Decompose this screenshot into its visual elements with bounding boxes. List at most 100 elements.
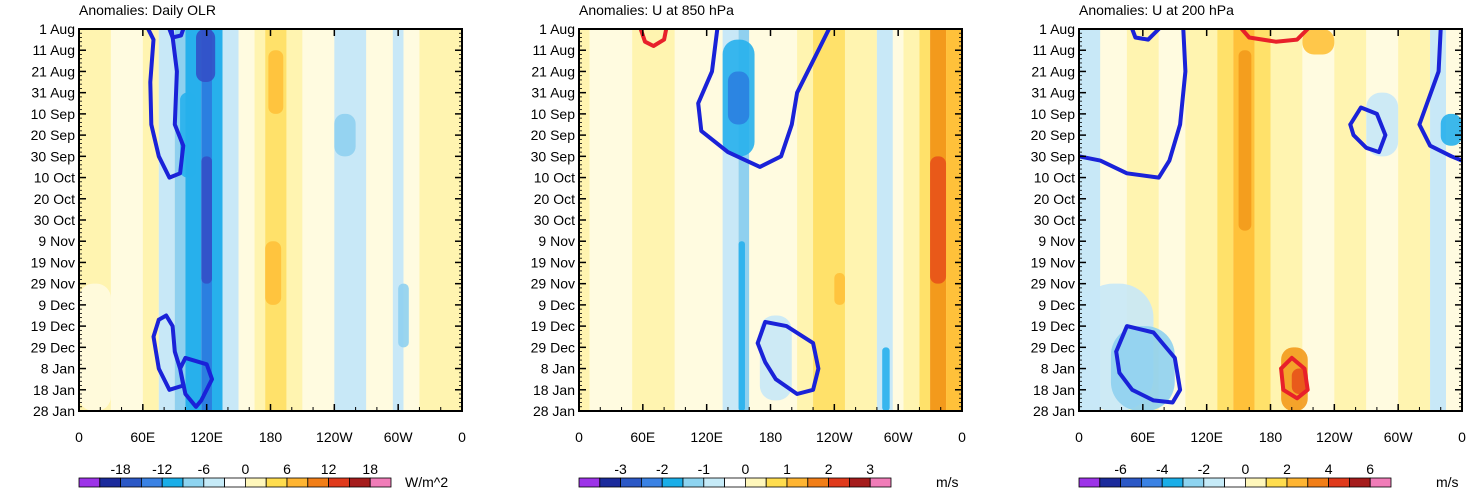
anomaly-band	[813, 29, 845, 411]
anomaly-patch	[334, 113, 356, 157]
x-tick-label: 120W	[1316, 429, 1353, 445]
anomaly-patch	[1110, 326, 1175, 411]
anomaly-patch	[196, 29, 216, 83]
x-tick-label: 0	[575, 429, 583, 445]
anomaly-band	[211, 29, 223, 411]
x-tick-label: 120E	[1190, 429, 1223, 445]
colorbar-swatch	[328, 477, 350, 488]
y-tick-label: 21 Aug	[1031, 63, 1075, 79]
y-tick-label: 20 Oct	[34, 191, 75, 207]
colorbar-swatch	[1328, 477, 1350, 488]
anomaly-patch	[834, 273, 845, 305]
anomaly-band	[419, 29, 462, 411]
y-tick-label: 29 Dec	[531, 339, 575, 355]
y-tick-label: 20 Sep	[1031, 127, 1076, 143]
anomaly-band	[286, 29, 303, 411]
colorbar-swatch	[182, 477, 205, 488]
colorbar-label: 3	[866, 461, 874, 477]
colorbar-swatch	[1182, 477, 1205, 488]
anomaly-band	[254, 29, 266, 411]
colorbar-label: -12	[152, 461, 172, 477]
x-tick-label: 0	[1458, 429, 1466, 445]
anomaly-patch	[930, 156, 947, 284]
colorbar-label: 6	[283, 461, 291, 477]
heatmap-field	[79, 29, 462, 411]
anomaly-band	[892, 29, 904, 411]
colorbar-label: -6	[1114, 461, 1127, 477]
y-tick-label: 31 Aug	[31, 85, 75, 101]
y-tick-label: 30 Sep	[531, 148, 576, 164]
anomaly-patch	[1238, 50, 1252, 231]
y-tick-label: 21 Aug	[531, 63, 575, 79]
y-tick-label: 28 Jan	[1033, 403, 1075, 419]
anomaly-patch	[882, 347, 890, 411]
red-contour	[638, 29, 669, 48]
y-tick-label: 11 Aug	[1032, 42, 1075, 58]
anomaly-band	[919, 29, 931, 411]
y-tick-label: 28 Jan	[533, 403, 575, 419]
heatmap-field	[1079, 29, 1462, 411]
colorbar-label: 0	[242, 461, 250, 477]
blue-contour	[1079, 29, 1188, 180]
heatmap-field	[579, 29, 962, 411]
y-tick-label: 28 Jan	[33, 403, 75, 419]
panel-title: Anomalies: U at 850 hPa	[579, 2, 734, 18]
y-tick-label: 8 Jan	[41, 361, 75, 377]
x-tick-label: 0	[458, 429, 466, 445]
y-tick-label: 10 Oct	[534, 170, 575, 186]
colorbar-swatch	[807, 477, 829, 488]
anomaly-patch	[637, 241, 670, 411]
colorbar-swatch	[265, 477, 288, 488]
colorbar-units: m/s	[936, 474, 959, 490]
anomaly-band	[1334, 29, 1367, 411]
y-tick-label: 10 Oct	[1034, 170, 1075, 186]
colorbar-swatch	[828, 477, 850, 488]
y-tick-label: 11 Aug	[532, 42, 575, 58]
anomaly-patch	[201, 156, 212, 284]
anomaly-patch	[265, 241, 282, 305]
anomaly-band	[392, 29, 404, 411]
y-tick-label: 9 Dec	[38, 297, 75, 313]
x-tick-label: 60E	[130, 429, 155, 445]
colorbar-swatch	[1120, 477, 1142, 488]
anomaly-patch	[268, 50, 284, 114]
colorbar-swatch	[869, 477, 892, 488]
x-tick-label: 120W	[816, 429, 853, 445]
anomaly-band	[1398, 29, 1431, 411]
colorbar-swatch	[1286, 477, 1309, 488]
y-tick-label: 8 Jan	[1041, 361, 1075, 377]
colorbar-swatch	[224, 477, 246, 488]
colorbar-swatch	[1161, 477, 1184, 488]
colorbar-swatch	[1078, 477, 1101, 488]
y-tick-label: 20 Sep	[531, 127, 576, 143]
y-tick-label: 19 Dec	[1031, 318, 1075, 334]
anomaly-band	[185, 29, 202, 411]
colorbar-swatch	[203, 477, 226, 488]
blue-contour	[755, 319, 821, 396]
colorbar-swatch	[244, 477, 267, 488]
colorbar-swatch	[1349, 477, 1371, 488]
colorbar-swatch	[724, 477, 746, 488]
x-tick-label: 0	[75, 429, 83, 445]
y-tick-label: 10 Sep	[1031, 106, 1076, 122]
colorbar-label: -4	[1156, 461, 1169, 477]
y-tick-label: 30 Oct	[534, 212, 575, 228]
colorbar: -18 -12 -6 0 6 12 18 W/m^2	[78, 461, 448, 490]
x-tick-label: 180	[1259, 429, 1283, 445]
blue-contour	[1417, 29, 1462, 163]
colorbar: -6 -4 -2 0 2 4 6 m/s	[1078, 461, 1459, 490]
y-tick-label: 11 Aug	[32, 42, 75, 58]
anomaly-band	[302, 29, 335, 411]
blue-contour	[1348, 105, 1388, 155]
colorbar-label: 0	[1242, 461, 1250, 477]
blue-contour	[696, 29, 831, 169]
y-tick-label: 1 Aug	[539, 21, 575, 37]
anomaly-band	[1270, 29, 1303, 411]
anomaly-band	[844, 29, 877, 411]
blue-contour	[1114, 324, 1183, 405]
colorbar-swatch	[1245, 477, 1267, 488]
x-tick-label: 60E	[1130, 429, 1155, 445]
x-tick-label: 0	[1075, 429, 1083, 445]
x-tick-label: 60W	[884, 429, 914, 445]
